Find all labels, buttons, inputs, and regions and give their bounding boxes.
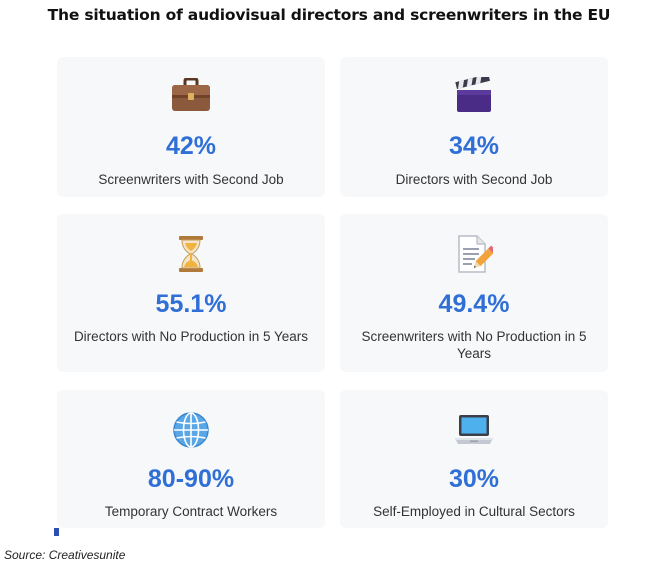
stat-label: Self-Employed in Cultural Sectors	[373, 504, 575, 519]
stat-label: Directors with No Production in 5 Years	[73, 329, 309, 344]
stat-label: Screenwriters with No Production in 5 Ye…	[361, 329, 587, 361]
stat-label: Screenwriters with Second Job	[98, 172, 284, 187]
stat-value: 80-90%	[147, 465, 235, 493]
stat-card-screenwriters-no-production: 49.4% Screenwriters with No Production i…	[340, 214, 608, 372]
stat-label: Temporary Contract Workers	[104, 504, 278, 519]
stat-label: Directors with Second Job	[395, 172, 553, 187]
stat-card-directors-second-job: 34% Directors with Second Job	[340, 57, 608, 197]
stat-value: 49.4%	[438, 290, 510, 318]
stat-value: 42%	[165, 132, 217, 160]
stat-value: 30%	[448, 465, 500, 493]
memo-pencil-icon	[340, 234, 608, 274]
briefcase-icon	[57, 75, 325, 115]
laptop-icon	[340, 410, 608, 450]
stat-value: 34%	[448, 132, 500, 160]
clapperboard-icon	[340, 75, 608, 115]
source-marker	[54, 528, 59, 536]
stat-value: 55.1%	[155, 290, 227, 318]
stat-card-temporary-contract: 80-90% Temporary Contract Workers	[57, 390, 325, 528]
hourglass-icon	[57, 234, 325, 274]
stat-card-self-employed: 30% Self-Employed in Cultural Sectors	[340, 390, 608, 528]
globe-icon	[57, 410, 325, 450]
stat-card-screenwriters-second-job: 42% Screenwriters with Second Job	[57, 57, 325, 197]
page-title: The situation of audiovisual directors a…	[47, 6, 611, 24]
stat-card-directors-no-production: 55.1% Directors with No Production in 5 …	[57, 214, 325, 372]
source-note: Source: Creativesunite	[4, 548, 126, 562]
